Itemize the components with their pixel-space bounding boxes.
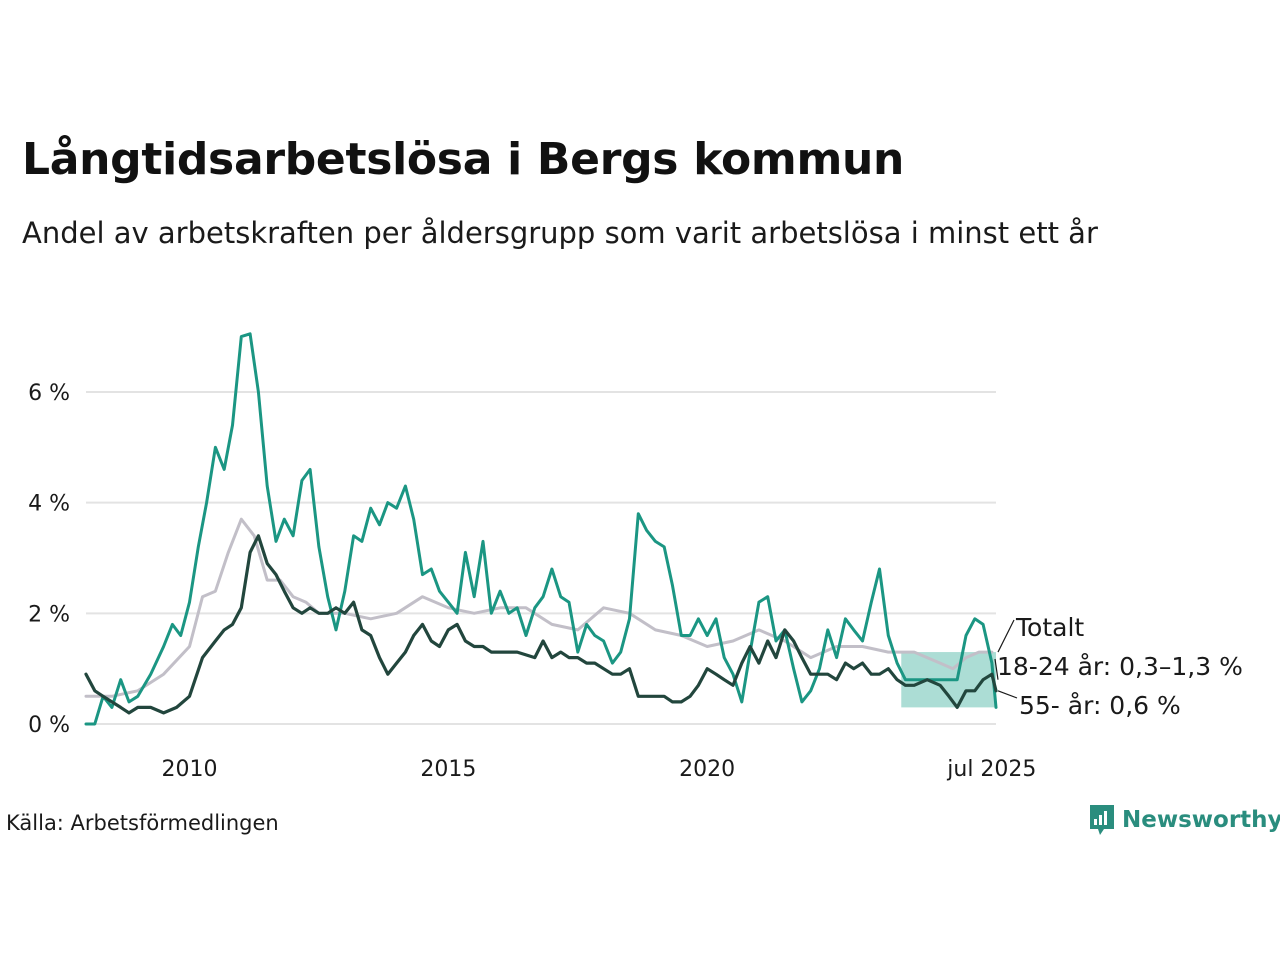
y-tick-label-0: 0 % — [28, 713, 70, 738]
y-tick-label-1: 2 % — [28, 602, 70, 627]
x-tick-label-3: jul 2025 — [946, 757, 1036, 782]
series-label-old: 55- år: 0,6 % — [1019, 691, 1181, 720]
source-note: Källa: Arbetsförmedlingen — [6, 811, 279, 835]
y-tick-label-2: 4 % — [28, 492, 70, 517]
brand-logo: Newsworthy — [1088, 803, 1280, 837]
newsworthy-logo-icon — [1090, 805, 1114, 835]
x-tick-label-1: 2015 — [420, 757, 476, 782]
chart-title: Långtidsarbetslösa i Bergs kommun — [22, 134, 905, 185]
y-tick-label-3: 6 % — [28, 381, 70, 406]
x-tick-label-0: 2010 — [162, 757, 218, 782]
x-axis-ticks: 2010 2015 2020 jul 2025 — [162, 757, 1037, 782]
leader-line-old — [997, 690, 1018, 699]
x-tick-label-2: 2020 — [679, 757, 735, 782]
series-lines — [84, 332, 998, 726]
leader-line-total — [997, 619, 1015, 653]
series-labels: Totalt 18-24 år: 0,3–1,3 % 55- år: 0,6 % — [994, 613, 1243, 720]
series-line-old — [84, 534, 998, 715]
series-line-total — [84, 517, 994, 698]
series-line-young — [84, 332, 998, 726]
series-label-total: Totalt — [1015, 613, 1084, 642]
series-label-young: 18-24 år: 0,3–1,3 % — [997, 652, 1243, 681]
leader-line-young — [994, 658, 999, 680]
chart-subtitle: Andel av arbetskraften per åldersgrupp s… — [22, 216, 1098, 250]
gridlines — [86, 390, 996, 725]
y-axis-ticks: 0 % 2 % 4 % 6 % — [28, 381, 70, 738]
brand-name: Newsworthy — [1122, 807, 1280, 833]
